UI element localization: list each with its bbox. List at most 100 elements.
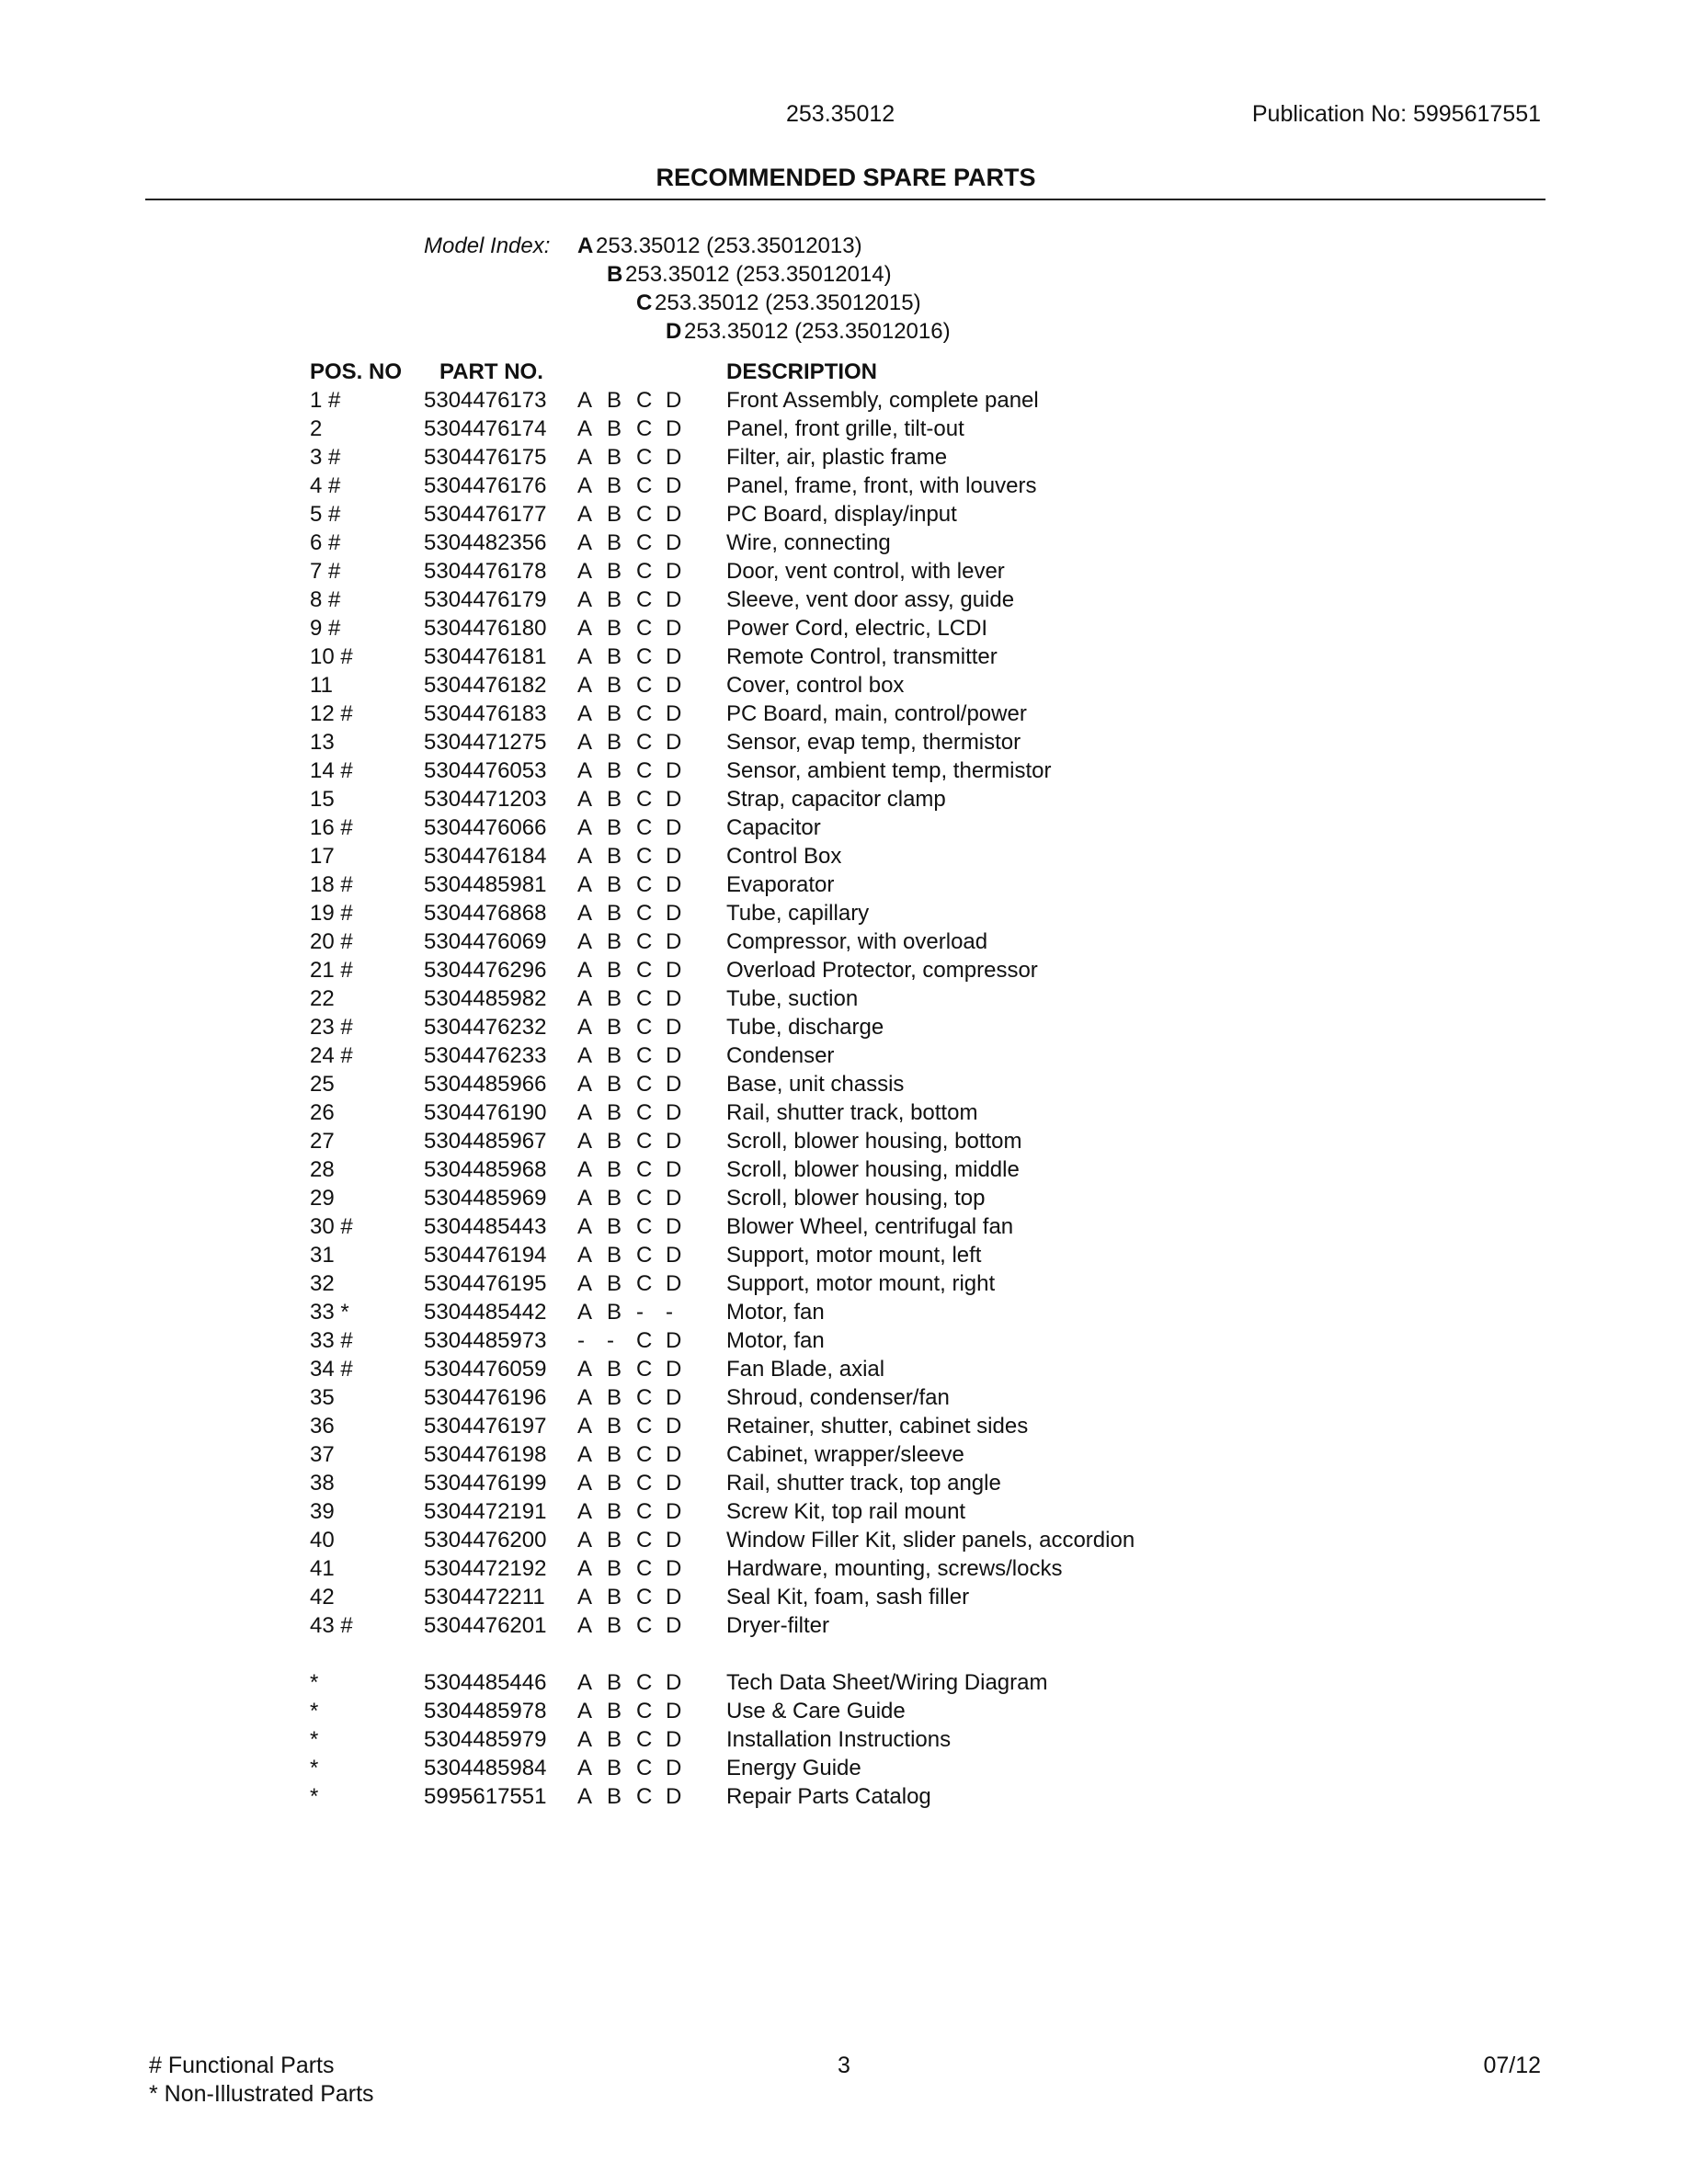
- model-applicability: B: [607, 1499, 622, 1524]
- part-description: Motor, fan: [726, 1300, 825, 1325]
- part-description: Front Assembly, complete panel: [726, 388, 1039, 413]
- model-applicability: B: [607, 758, 622, 783]
- part-description: Base, unit chassis: [726, 1072, 905, 1097]
- part-no: 5304472192: [424, 1556, 547, 1581]
- model-applicability: A: [577, 1186, 593, 1211]
- model-applicability: A: [577, 787, 593, 812]
- model-applicability: D: [666, 872, 682, 897]
- model-applicability: D: [666, 929, 682, 954]
- model-applicability: -: [577, 1328, 585, 1353]
- part-description: Support, motor mount, right: [726, 1271, 996, 1296]
- model-applicability: C: [636, 1556, 653, 1581]
- model-applicability: C: [636, 445, 653, 470]
- model-applicability: D: [666, 1414, 682, 1439]
- model-applicability: C: [636, 502, 653, 527]
- model-applicability: -: [666, 1300, 673, 1325]
- model-applicability: D: [666, 1129, 682, 1154]
- model-applicability: C: [636, 1015, 653, 1040]
- model-applicability: B: [607, 1727, 622, 1752]
- part-description: Scroll, blower housing, top: [726, 1186, 986, 1211]
- model-applicability: B: [607, 1072, 622, 1097]
- model-applicability: A: [577, 416, 593, 441]
- model-applicability: B: [607, 815, 622, 840]
- model-applicability: D: [666, 416, 682, 441]
- pos-no: 36: [310, 1414, 335, 1439]
- model-applicability: A: [577, 1357, 593, 1382]
- model-applicability: D: [666, 1271, 682, 1296]
- model-applicability: -: [607, 1328, 614, 1353]
- model-applicability: C: [636, 1328, 653, 1353]
- part-description: Hardware, mounting, screws/locks: [726, 1556, 1063, 1581]
- model-applicability: D: [666, 1556, 682, 1581]
- model-applicability: A: [577, 815, 593, 840]
- part-no: 5304476197: [424, 1414, 547, 1439]
- model-applicability: D: [666, 1043, 682, 1068]
- model-applicability: D: [666, 901, 682, 926]
- part-description: PC Board, main, control/power: [726, 701, 1027, 726]
- pos-no: 3 #: [310, 445, 341, 470]
- part-no: 5304485442: [424, 1300, 547, 1325]
- model-applicability: C: [636, 673, 653, 698]
- part-description: Condenser: [726, 1043, 835, 1068]
- model-applicability: C: [636, 1442, 653, 1467]
- part-description: Evaporator: [726, 872, 835, 897]
- model-applicability: A: [577, 1442, 593, 1467]
- pos-no: *: [310, 1727, 319, 1752]
- header-part-no: PART NO.: [439, 359, 543, 384]
- model-applicability: D: [666, 1015, 682, 1040]
- part-no: 5304471275: [424, 730, 547, 755]
- part-no: 5304485969: [424, 1186, 547, 1211]
- model-applicability: A: [577, 1585, 593, 1610]
- model-applicability: D: [666, 1756, 682, 1780]
- pos-no: 20 #: [310, 929, 353, 954]
- model-applicability: A: [577, 673, 593, 698]
- part-description: Remote Control, transmitter: [726, 644, 998, 669]
- model-applicability: A: [577, 986, 593, 1011]
- model-applicability: D: [666, 1385, 682, 1410]
- part-description: Overload Protector, compressor: [726, 958, 1038, 983]
- part-no: 5304476195: [424, 1271, 547, 1296]
- model-applicability: B: [607, 1300, 622, 1325]
- pos-no: 18 #: [310, 872, 353, 897]
- model-applicability: B: [607, 388, 622, 413]
- part-no: 5304485967: [424, 1129, 547, 1154]
- model-applicability: A: [577, 1699, 593, 1723]
- part-no: 5304476183: [424, 701, 547, 726]
- part-no: 5304476190: [424, 1100, 547, 1125]
- model-applicability: C: [636, 958, 653, 983]
- model-applicability: C: [636, 1214, 653, 1239]
- model-applicability: D: [666, 1357, 682, 1382]
- model-applicability: A: [577, 502, 593, 527]
- model-applicability: C: [636, 1756, 653, 1780]
- model-applicability: D: [666, 1214, 682, 1239]
- part-description: Compressor, with overload: [726, 929, 988, 954]
- part-no: 5304472211: [424, 1585, 545, 1610]
- part-no: 5304476232: [424, 1015, 547, 1040]
- part-description: Screw Kit, top rail mount: [726, 1499, 966, 1524]
- pos-no: 31: [310, 1243, 335, 1268]
- part-no: 5304485973: [424, 1328, 547, 1353]
- part-no: 5304476296: [424, 958, 547, 983]
- model-applicability: D: [666, 559, 682, 584]
- model-index-b-letter: B: [607, 262, 623, 287]
- part-no: 5304476066: [424, 815, 547, 840]
- part-no: 5304476201: [424, 1613, 547, 1638]
- model-applicability: C: [636, 1670, 653, 1695]
- model-applicability: D: [666, 587, 682, 612]
- model-applicability: C: [636, 416, 653, 441]
- pos-no: 33 *: [310, 1300, 349, 1325]
- model-applicability: C: [636, 1357, 653, 1382]
- model-applicability: C: [636, 473, 653, 498]
- model-applicability: B: [607, 1528, 622, 1553]
- model-applicability: A: [577, 1556, 593, 1581]
- model-applicability: B: [607, 1015, 622, 1040]
- pos-no: 34 #: [310, 1357, 353, 1382]
- pos-no: 6 #: [310, 530, 341, 555]
- part-description: Installation Instructions: [726, 1727, 952, 1752]
- model-applicability: C: [636, 844, 653, 869]
- part-no: 5304476200: [424, 1528, 547, 1553]
- pos-no: 26: [310, 1100, 335, 1125]
- model-applicability: B: [607, 1357, 622, 1382]
- model-applicability: B: [607, 1613, 622, 1638]
- model-applicability: B: [607, 1442, 622, 1467]
